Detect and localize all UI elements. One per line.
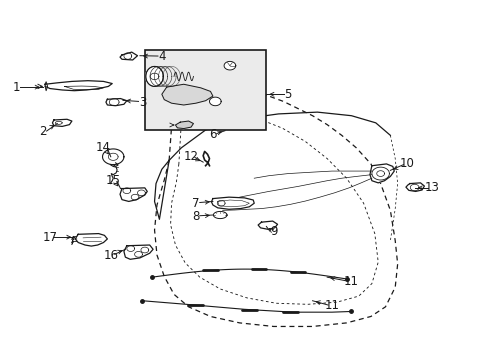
Polygon shape xyxy=(209,97,221,106)
Text: 12: 12 xyxy=(183,150,198,163)
Text: 17: 17 xyxy=(42,231,58,244)
Polygon shape xyxy=(405,183,424,192)
Text: 14: 14 xyxy=(96,141,111,154)
Text: 2: 2 xyxy=(39,125,46,138)
Polygon shape xyxy=(162,84,212,105)
Polygon shape xyxy=(120,188,147,202)
Text: 15: 15 xyxy=(105,174,121,187)
Text: 1: 1 xyxy=(12,81,20,94)
Text: 9: 9 xyxy=(269,225,277,238)
Text: 6: 6 xyxy=(209,128,216,141)
Text: 8: 8 xyxy=(192,210,199,223)
Text: 7: 7 xyxy=(192,197,199,210)
Polygon shape xyxy=(145,66,163,86)
Text: 10: 10 xyxy=(399,157,414,170)
Polygon shape xyxy=(369,164,393,183)
Polygon shape xyxy=(75,234,107,246)
Text: 11: 11 xyxy=(324,299,339,312)
Polygon shape xyxy=(258,221,277,229)
Text: 5: 5 xyxy=(284,88,291,101)
Text: 16: 16 xyxy=(103,248,118,261)
Polygon shape xyxy=(211,197,254,209)
Polygon shape xyxy=(175,121,193,129)
Polygon shape xyxy=(102,149,123,165)
FancyBboxPatch shape xyxy=(144,50,266,130)
Polygon shape xyxy=(224,62,235,70)
Text: 3: 3 xyxy=(139,96,146,109)
Text: 4: 4 xyxy=(158,50,165,63)
Text: 11: 11 xyxy=(343,275,358,288)
Polygon shape xyxy=(123,245,153,259)
Text: 13: 13 xyxy=(424,181,438,194)
